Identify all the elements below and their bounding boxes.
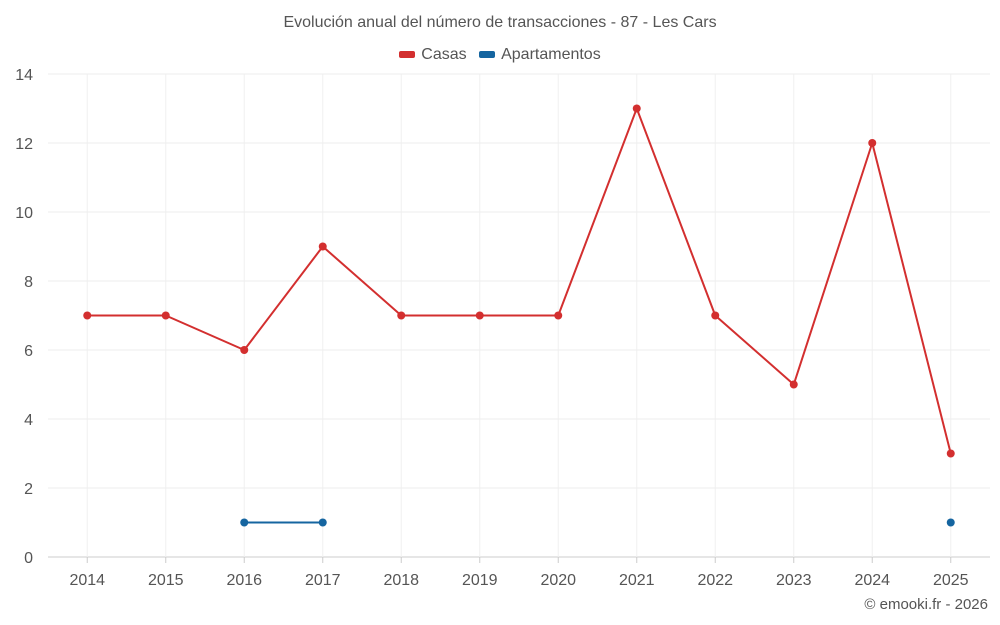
x-tick-label: 2024 (854, 572, 890, 589)
x-tick-label: 2019 (462, 572, 498, 589)
y-tick-label: 8 (24, 274, 33, 291)
y-tick-label: 4 (24, 412, 33, 429)
data-point-apartamentos (240, 518, 249, 527)
legend-swatch-apartamentos (479, 51, 496, 58)
x-tick-label: 2025 (933, 572, 969, 589)
x-tick-label: 2014 (69, 572, 105, 589)
y-tick-label: 10 (15, 205, 33, 222)
series-line-casas (87, 107, 952, 454)
legend-label-apartamentos: Apartamentos (501, 45, 601, 63)
data-point-casas (318, 242, 327, 251)
y-tick-label: 6 (24, 343, 33, 360)
data-point-apartamentos (946, 518, 955, 527)
data-point-casas (554, 311, 563, 320)
x-tick-label: 2023 (776, 572, 812, 589)
data-point-casas (946, 449, 955, 458)
data-point-casas (868, 139, 877, 147)
x-tick-label: 2016 (226, 572, 262, 589)
copyright-credit: © emooki.fr - 2026 (864, 596, 988, 613)
legend-item-casas[interactable]: Casas (399, 45, 467, 64)
x-tick-label: 2018 (383, 572, 419, 589)
legend-swatch-casas (399, 51, 416, 58)
x-tick-label: 2021 (619, 572, 655, 589)
x-tick-label: 2020 (540, 572, 576, 589)
data-point-casas (240, 346, 249, 354)
y-tick-label: 2 (24, 481, 33, 498)
data-point-casas (711, 311, 720, 320)
data-point-casas (789, 380, 798, 389)
y-tick-label: 0 (24, 550, 33, 567)
data-point-casas (161, 311, 170, 320)
y-tick-label: 12 (15, 136, 33, 153)
data-point-apartamentos (318, 518, 327, 527)
legend-item-apartamentos[interactable]: Apartamentos (479, 46, 601, 64)
data-point-casas (475, 311, 484, 320)
legend: Casas Apartamentos (0, 45, 1000, 64)
data-point-casas (397, 311, 406, 320)
data-point-casas (632, 104, 641, 113)
y-tick-label: 14 (15, 67, 33, 84)
x-tick-label: 2017 (305, 572, 341, 589)
x-tick-label: 2015 (148, 572, 184, 589)
legend-label-casas: Casas (421, 45, 467, 63)
chart-title: Evolución anual del número de transaccio… (283, 14, 717, 31)
data-point-casas (83, 311, 92, 320)
x-tick-label: 2022 (697, 572, 733, 589)
